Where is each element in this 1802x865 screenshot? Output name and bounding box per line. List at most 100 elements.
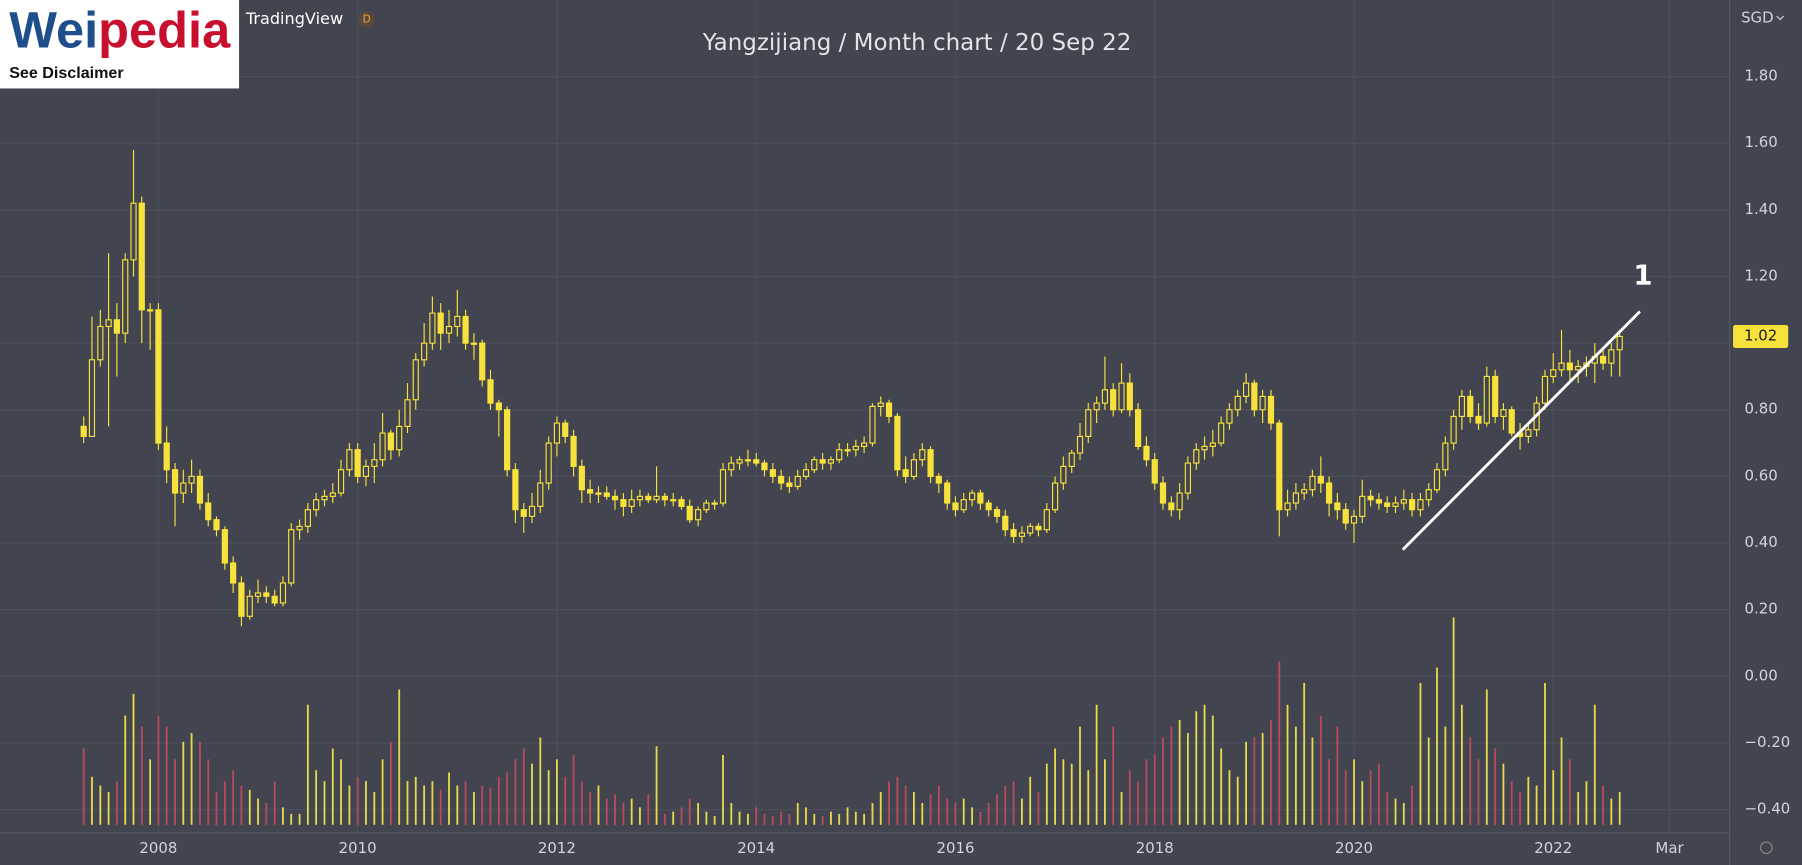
x-tick-label: 2012 [538,839,576,857]
candle-body [769,469,776,477]
settings-icon[interactable] [1760,841,1773,855]
candle-body [778,475,785,484]
candle-body [445,325,453,334]
logo-part: Wei [9,2,98,59]
volume-bar [1261,733,1264,825]
candle-body [1309,475,1316,491]
y-tick-label: −0.20 [1745,733,1791,751]
candle-body [221,529,228,564]
volume-bar [91,776,93,825]
volume-bar [1203,704,1206,825]
volume-bar [805,807,807,825]
volume-bar [182,741,185,825]
y-tick-label: 0.80 [1745,400,1778,418]
volume-bar [282,807,284,825]
volume-bar [115,781,118,825]
candle-body [271,595,278,604]
volume-bar [1502,763,1505,825]
volume-bar [174,759,176,825]
candle-body [180,482,187,494]
volume-bar [730,802,733,825]
candle-body [528,505,536,517]
candle-body [1342,509,1349,524]
candle-body [1118,382,1125,411]
volume-bar [389,741,392,825]
volume-bar [448,772,450,825]
volume-bar [1186,733,1189,825]
volume-bar [423,785,426,825]
volume-bar [165,726,168,825]
volume-bar [1012,781,1015,825]
volume-bar [531,763,533,825]
candle-body [1284,502,1291,511]
y-tick-label: 1.20 [1745,267,1778,285]
volume-bar [248,789,251,825]
candle-body [1093,402,1100,411]
volume-bar [763,813,766,825]
candle-body [1267,395,1275,424]
candle-body [1051,482,1059,511]
y-tick-label: 0.20 [1745,600,1778,618]
x-tick-label: 2020 [1335,839,1373,857]
y-tick-label: 1.40 [1745,200,1778,218]
volume-bar [481,785,484,825]
volume-bar [1037,792,1040,825]
volume-bar [630,798,633,825]
candle-body [188,475,195,484]
volume-bar [439,789,442,825]
y-tick-label: 1.60 [1745,133,1778,151]
volume-bar [232,770,235,825]
candle-body [877,402,884,407]
volume-bar [1029,776,1032,825]
candle-body [952,502,959,511]
candle-body [171,469,179,494]
candle-body [1085,409,1092,437]
volume-bar [1137,781,1140,825]
volume-bar [1444,726,1447,825]
volume-bar [506,772,509,825]
candle-body [993,509,1001,517]
volume-bar [124,715,127,825]
candle-body [1234,395,1241,411]
candle-body [1002,515,1009,531]
y-tick-label: 1.80 [1745,67,1778,85]
volume-bar [1270,720,1272,825]
logo-note: See Disclaimer [9,64,124,82]
volume-bar [580,781,583,825]
volume-bar [747,813,749,825]
candle-body [1433,469,1441,491]
volume-bar [1294,726,1297,825]
volume-bar [273,781,276,825]
candle-body [329,492,336,497]
candle-body [288,529,295,584]
x-tick-label: 2018 [1136,839,1174,857]
volume-bar [564,776,567,825]
candle-body [1176,492,1183,511]
candle-body [246,595,253,617]
volume-bar [473,792,475,825]
volume-bar [414,776,417,825]
volume-bar [257,798,259,825]
candle-body [147,309,154,312]
volume-bar [240,785,243,825]
volume-bar [1020,798,1023,825]
trendline [1401,310,1641,551]
currency-chevron[interactable] [1776,15,1785,21]
candle-body [404,399,411,427]
candle-body [487,379,494,404]
candle-body [1566,362,1573,371]
candle-body [296,525,303,531]
volume-bar [722,754,724,825]
volume-bar [713,816,716,825]
candle-body [1276,422,1283,511]
volume-layer [82,617,1621,825]
candle-body [802,469,810,477]
volume-bar [1568,759,1571,825]
candle-body [105,319,112,328]
candle-body [254,592,262,597]
volume-bar [979,811,982,825]
volume-bar [1004,785,1007,825]
volume-bar [265,802,268,825]
currency[interactable]: SGD [1741,8,1774,26]
